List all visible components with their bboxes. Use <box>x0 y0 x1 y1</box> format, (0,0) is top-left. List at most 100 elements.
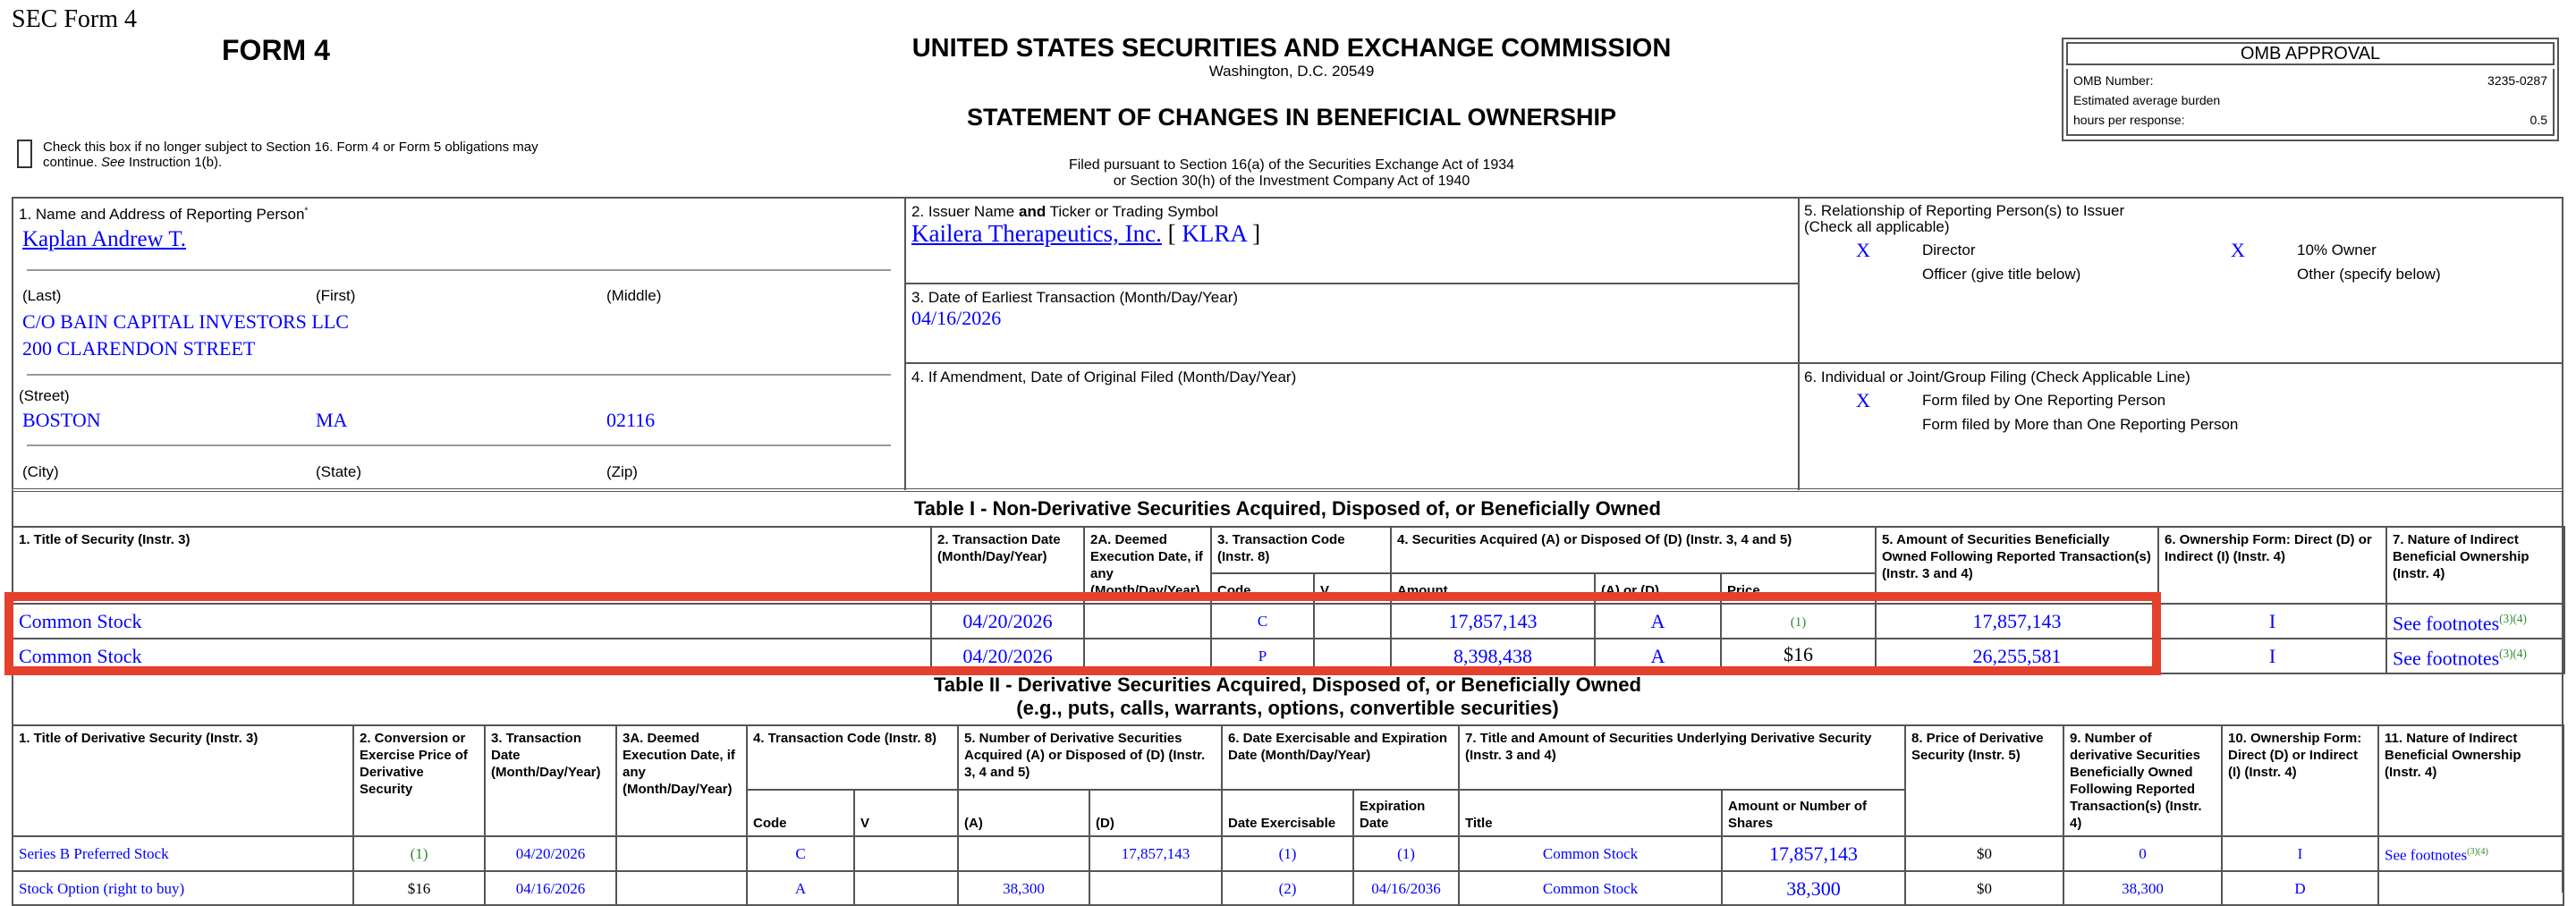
derivative-title: Series B Preferred Stock <box>12 835 354 872</box>
acquired-disposed: A <box>1594 603 1722 639</box>
city-label: (City) <box>22 463 59 480</box>
t2-header-owned: 9. Number of derivative Securities Benef… <box>2063 724 2223 837</box>
earliest-transaction-date: 04/16/2026 <box>911 307 1002 329</box>
omb-number: 3235-0287 <box>2487 73 2547 88</box>
section16-checkbox[interactable] <box>17 140 32 168</box>
box6-label: 6. Individual or Joint/Group Filing (Che… <box>1804 368 2190 385</box>
deemed-date <box>615 835 748 872</box>
box2-label: 2. Issuer Name and Ticker or Trading Sym… <box>911 203 1218 220</box>
issuer-link[interactable]: Kailera Therapeutics, Inc. <box>911 220 1162 247</box>
amount: 17,857,143 <box>1390 603 1596 639</box>
transaction-date: 04/20/2026 <box>930 603 1085 639</box>
date-exercisable: (1) <box>1221 835 1354 872</box>
t1-header-owned: 5. Amount of Securities Beneficially Own… <box>1875 526 2159 605</box>
v-flag <box>1313 603 1392 639</box>
director-check[interactable]: X <box>1856 239 1870 261</box>
middle-label: (Middle) <box>606 287 662 304</box>
omb-number-label: OMB Number: <box>2073 73 2154 88</box>
table1-title: Table I - Non-Derivative Securities Acqu… <box>914 497 1661 520</box>
footnote-ref[interactable]: (3)(4) <box>2499 647 2527 661</box>
ten-percent-owner-check[interactable]: X <box>2231 239 2245 261</box>
box3-label: 3. Date of Earliest Transaction (Month/D… <box>911 289 1239 306</box>
director-label: Director <box>1922 241 1976 258</box>
t2-header-title: 1. Title of Derivative Security (Instr. … <box>12 724 354 837</box>
city: BOSTON <box>22 409 101 431</box>
ownership-form: I <box>2157 638 2387 674</box>
underlying-title: Common Stock <box>1458 835 1723 872</box>
form-name: FORM 4 <box>222 34 330 66</box>
one-person-label: Form filed by One Reporting Person <box>1922 392 2166 409</box>
t2-header-code: 4. Transaction Code (Instr. 8) <box>746 724 959 792</box>
t2-sub-title: Title <box>1458 789 1723 837</box>
nature-of-ownership: See footnotes(3)(4) <box>2385 638 2565 674</box>
footnote-ref[interactable]: (3)(4) <box>2499 612 2527 626</box>
t1-header-securities: 4. Securities Acquired (A) or Disposed O… <box>1390 525 1877 575</box>
table-row: Series B Preferred Stock (1) 04/20/2026 … <box>12 835 2564 872</box>
t1-header-nature: 7. Nature of Indirect Beneficial Ownersh… <box>2385 526 2565 605</box>
v-flag <box>853 870 959 906</box>
derivative-owned: 38,300 <box>2063 870 2223 906</box>
deemed-date <box>615 870 748 906</box>
derivative-price: $0 <box>1904 835 2064 872</box>
table2-title: Table II - Derivative Securities Acquire… <box>933 673 1641 719</box>
t2-sub-expiration: Expiration Date <box>1352 789 1460 837</box>
disposed: 17,857,143 <box>1089 835 1223 872</box>
v-flag <box>853 835 959 872</box>
t2-sub-v: V <box>853 789 959 837</box>
t2-header-form: 10. Ownership Form: Direct (D) or Indire… <box>2221 724 2379 837</box>
omb-title: OMB APPROVAL <box>2066 42 2555 65</box>
nature-of-ownership: See footnotes(3)(4) <box>2385 603 2565 639</box>
derivative-price: $0 <box>1904 870 2064 906</box>
box5-label: 5. Relationship of Reporting Person(s) t… <box>1804 202 2125 235</box>
price: (1) <box>1720 603 1877 639</box>
deemed-date <box>1083 603 1212 639</box>
table-row: Common Stock 04/20/2026 C 17,857,143 A (… <box>12 603 2565 639</box>
footnote-ref[interactable]: (3)(4) <box>2467 847 2488 858</box>
conversion-price: $16 <box>352 870 486 906</box>
ownership-form: I <box>2221 835 2379 872</box>
filed-pursuant: Filed pursuant to Section 16(a) of the S… <box>1068 157 1515 189</box>
transaction-code: C <box>1210 603 1315 639</box>
state: MA <box>316 409 348 431</box>
statement-title: STATEMENT OF CHANGES IN BENEFICIAL OWNER… <box>966 104 1617 131</box>
last-label: (Last) <box>22 287 62 304</box>
nature-of-ownership <box>2377 870 2564 906</box>
expiration-date: 04/16/2036 <box>1352 870 1460 906</box>
table-row: Stock Option (right to buy) $16 04/16/20… <box>12 870 2564 906</box>
t2-sub-d: (D) <box>1089 789 1223 837</box>
t2-header-exercisable: 6. Date Exercisable and Expiration Date … <box>1221 724 1460 792</box>
one-person-check[interactable]: X <box>1856 389 1870 411</box>
street-line-2: 200 CLARENDON STREET <box>22 337 256 360</box>
nature-of-ownership: See footnotes(3)(4) <box>2377 835 2564 872</box>
omb-burden-label: Estimated average burden <box>2073 93 2221 107</box>
acquired <box>957 835 1090 872</box>
underlying-amount: 38,300 <box>1721 870 1906 906</box>
zip: 02116 <box>606 409 656 431</box>
box1-label: 1. Name and Address of Reporting Person* <box>19 206 309 223</box>
table2: 1. Title of Derivative Security (Instr. … <box>12 724 2564 906</box>
t2-sub-amount: Amount or Number of Shares <box>1721 789 1906 837</box>
t1-header-deemed: 2A. Deemed Execution Date, if any (Month… <box>1083 526 1212 605</box>
street-label: (Street) <box>19 387 70 404</box>
disposed <box>1089 870 1223 906</box>
expiration-date: (1) <box>1352 835 1460 872</box>
underlying-amount: 17,857,143 <box>1721 835 1906 872</box>
amount-owned: 17,857,143 <box>1875 603 2159 639</box>
t2-header-number: 5. Number of Derivative Securities Acqui… <box>957 724 1223 792</box>
reporting-person-link[interactable]: Kaplan Andrew T. <box>22 227 187 251</box>
omb-approval-box: OMB APPROVAL OMB Number: 3235-0287 Estima… <box>2062 38 2559 141</box>
transaction-code: A <box>746 870 855 906</box>
t1-header-date: 2. Transaction Date (Month/Day/Year) <box>930 526 1085 605</box>
agency-location: Washington, D.C. 20549 <box>1208 63 1375 80</box>
multiple-persons-label: Form filed by More than One Reporting Pe… <box>1922 416 2239 433</box>
zip-label: (Zip) <box>606 463 638 480</box>
security-title: Common Stock <box>12 603 932 639</box>
sec-form-label: SEC Form 4 <box>12 5 138 33</box>
t2-header-deemed: 3A. Deemed Execution Date, if any (Month… <box>615 724 748 837</box>
t2-sub-code: Code <box>746 789 855 837</box>
transaction-date: 04/20/2026 <box>484 835 617 872</box>
t2-header-price: 8. Price of Derivative Security (Instr. … <box>1904 724 2064 837</box>
footnote-ref[interactable]: (1) <box>1790 615 1807 630</box>
conversion-price: (1) <box>352 835 486 872</box>
street-line-1: C/O BAIN CAPITAL INVESTORS LLC <box>22 310 349 333</box>
